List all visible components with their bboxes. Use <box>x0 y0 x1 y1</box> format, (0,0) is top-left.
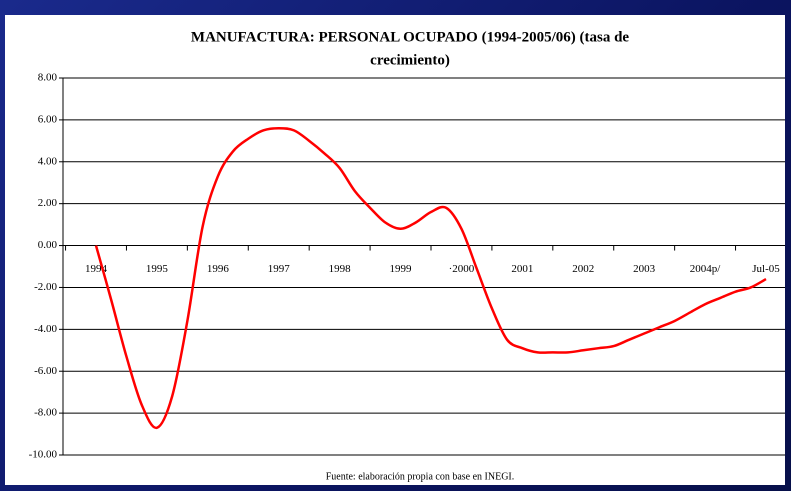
x-tick-label: 1998 <box>329 263 352 275</box>
y-tick-label: -10.00 <box>29 449 58 461</box>
x-tick-label: ·2000 <box>449 263 475 275</box>
x-tick-label: 2002 <box>572 263 594 275</box>
chart-title: crecimiento) <box>370 52 450 68</box>
y-tick-label: 4.00 <box>38 155 58 167</box>
chart-area <box>5 15 785 485</box>
x-tick-label: 1999 <box>390 263 413 275</box>
y-tick-label: 8.00 <box>38 72 58 84</box>
x-tick-label: 1996 <box>207 263 230 275</box>
x-tick-label: 2003 <box>633 263 656 275</box>
chart-title: MANUFACTURA: PERSONAL OCUPADO (1994-2005… <box>191 29 630 45</box>
x-tick-label: Jul-05 <box>752 263 780 275</box>
y-tick-label: 0.00 <box>38 239 58 251</box>
y-tick-label: -2.00 <box>34 281 57 293</box>
x-tick-label: 1995 <box>146 263 169 275</box>
y-tick-label: -6.00 <box>34 365 57 377</box>
y-tick-label: -4.00 <box>34 323 57 335</box>
x-tick-label: 2001 <box>511 263 533 275</box>
source-note: Fuente: elaboración propia con base en I… <box>326 471 515 482</box>
y-tick-label: 2.00 <box>38 197 58 209</box>
x-tick-label: 2004p/ <box>690 263 722 275</box>
y-tick-label: -8.00 <box>34 407 57 419</box>
y-tick-label: 6.00 <box>38 113 58 125</box>
x-tick-label: 1997 <box>268 263 291 275</box>
series-line <box>94 127 767 430</box>
